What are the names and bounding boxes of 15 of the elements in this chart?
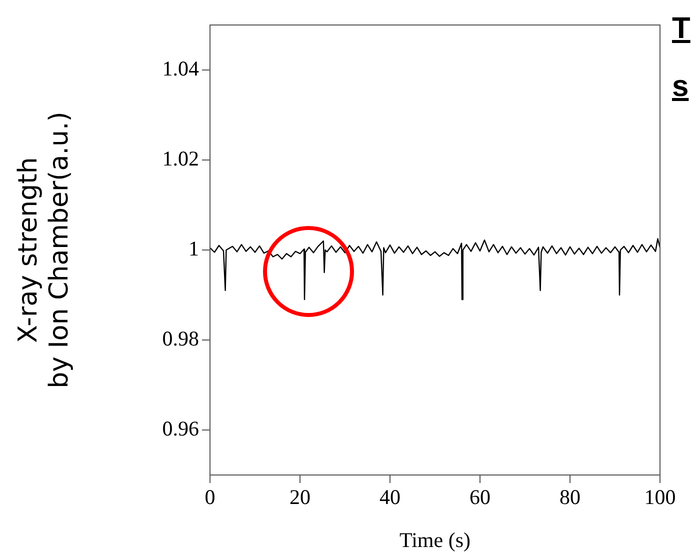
x-tick-label: 100 — [644, 485, 676, 510]
y-tick-label: 0.98 — [162, 326, 199, 351]
y-tick-label: 1 — [188, 236, 199, 261]
x-tick-label: 80 — [560, 485, 580, 510]
y-tick-label: 0.96 — [162, 416, 199, 441]
x-tick-label: 40 — [380, 485, 400, 510]
y-axis-title: X-ray strength by Ion Chamber(a.u.) — [13, 112, 75, 388]
x-tick-label: 60 — [470, 485, 490, 510]
x-axis-title: Time (s) — [400, 528, 470, 552]
y-tick-label: 1.02 — [162, 146, 199, 171]
text: T — [672, 12, 690, 46]
x-tick-label: 0 — [204, 485, 216, 510]
x-tick-label: 20 — [290, 485, 310, 510]
y-tick-label: 1.04 — [162, 56, 200, 81]
text: s — [672, 70, 689, 104]
